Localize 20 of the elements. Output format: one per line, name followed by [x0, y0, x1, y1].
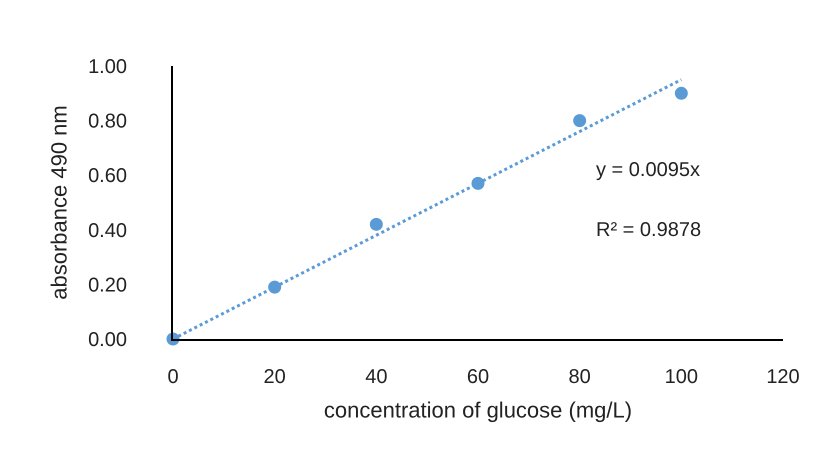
point: [370, 218, 383, 231]
x-tick-label: 60: [466, 366, 490, 388]
point: [674, 86, 688, 100]
x-tick-label: 80: [568, 366, 591, 388]
x-tick-label: 0: [167, 366, 179, 388]
point: [573, 114, 586, 128]
annotation: y = 0.0095x: [596, 159, 700, 181]
y-tick-label: 0.40: [88, 220, 127, 242]
x-tick-label: 120: [766, 366, 800, 388]
x-tick-label: 40: [365, 366, 388, 388]
y-tick-label: 0.80: [88, 110, 127, 133]
annotation: R² = 0.9878: [596, 219, 702, 241]
x-axis-title: concentration of glucose (mg/L): [324, 397, 632, 422]
y-tick-label: 0.20: [88, 274, 127, 296]
y-tick-label: 0.00: [88, 329, 127, 351]
y-tick-label: 0.60: [88, 165, 127, 188]
y-axis-title: absorbance 490 nm: [46, 105, 72, 300]
x-tick-label: 20: [264, 366, 286, 388]
y-tick-label: 1.00: [88, 56, 127, 78]
x-tick-label: 100: [664, 366, 698, 388]
